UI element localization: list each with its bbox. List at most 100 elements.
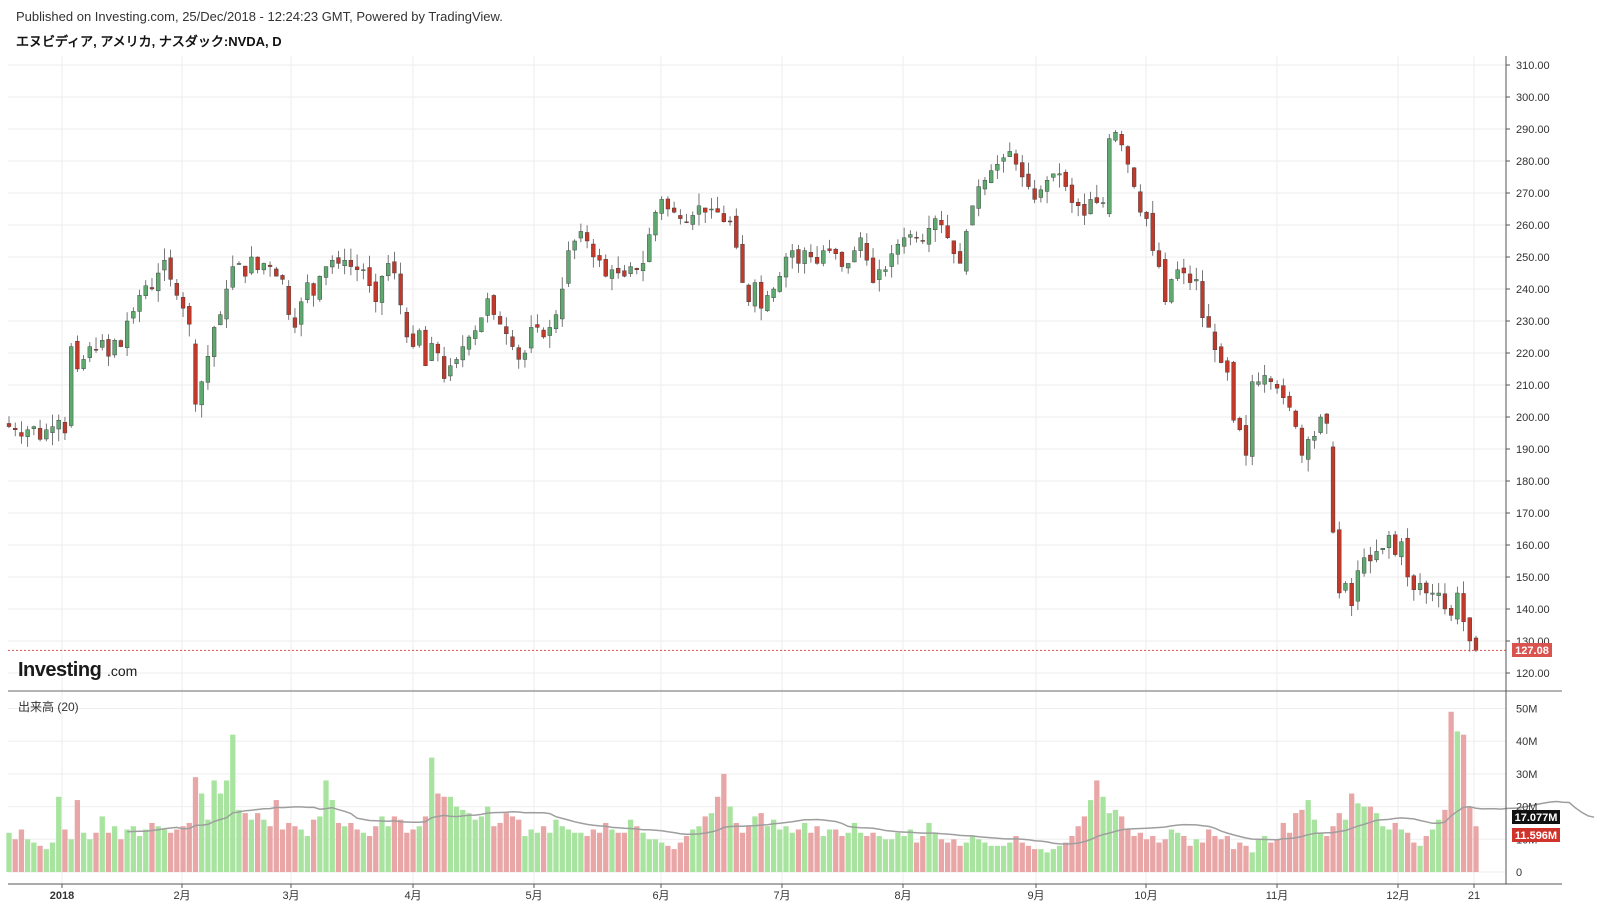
candle [858, 232, 863, 258]
volume-bar [217, 793, 223, 872]
volume-bar [1349, 793, 1355, 872]
volume-bar [242, 813, 248, 872]
candle [37, 419, 43, 442]
candle [908, 230, 913, 246]
candle [435, 341, 441, 362]
volume-bar [603, 822, 609, 872]
candle-body [479, 317, 484, 332]
candle-body [404, 311, 409, 338]
volume-bar [199, 793, 205, 872]
candle-body [964, 231, 969, 272]
candle [249, 246, 254, 275]
price-tick-label: 260.00 [1516, 220, 1550, 232]
candle [628, 262, 633, 277]
candle [1044, 176, 1050, 204]
candle [802, 247, 807, 274]
candle [709, 198, 714, 219]
candle-body [945, 225, 950, 239]
candle [578, 223, 584, 243]
candle-body [1337, 529, 1342, 594]
volume-bar [609, 829, 615, 872]
volume-bar [1324, 836, 1330, 872]
volume-bar [851, 822, 858, 872]
volume-bar [348, 822, 354, 872]
candle-body [1256, 381, 1261, 385]
candle [448, 358, 453, 382]
candle-body [1455, 592, 1460, 620]
date-tick-label: 2月 [173, 890, 190, 902]
volume-bar [1106, 813, 1112, 872]
candle [330, 255, 335, 274]
candle-body [1094, 197, 1099, 203]
candle [777, 272, 782, 293]
date-tick-label: 2018 [50, 890, 74, 902]
volume-bar [1125, 829, 1131, 872]
candle-body [87, 346, 92, 358]
volume-bar [149, 822, 155, 872]
volume-bar [397, 819, 404, 872]
volume-bar [1019, 842, 1025, 872]
candle [1144, 211, 1149, 227]
volume-bar [1361, 806, 1367, 872]
candle-body [1318, 416, 1323, 433]
price-tick-label: 140.00 [1516, 604, 1550, 616]
volume-bar [99, 816, 105, 872]
candle-body [392, 261, 397, 274]
volume-bar [920, 836, 926, 872]
volume-bar [808, 832, 814, 872]
price-tick-label: 250.00 [1516, 252, 1550, 264]
candle-body [497, 316, 503, 325]
candle-body [330, 260, 335, 268]
candle [13, 422, 18, 437]
volume-bar [435, 793, 441, 872]
volume-bar [1050, 849, 1056, 872]
candle-body [1013, 153, 1019, 165]
candle-body [696, 205, 702, 215]
candle-body [821, 250, 826, 264]
volume-bar [547, 832, 553, 872]
candle-body [833, 248, 838, 254]
candle-body [765, 295, 770, 312]
candle [44, 423, 49, 442]
volume-bar [1150, 836, 1156, 872]
candle [609, 264, 615, 291]
volume-bar [578, 832, 584, 872]
candle [1386, 531, 1392, 559]
candle [1436, 583, 1441, 608]
volume-bar [770, 819, 777, 872]
candle-body [261, 263, 266, 271]
candle-body [727, 220, 733, 223]
candle [597, 248, 602, 267]
volume-bar [814, 826, 820, 872]
volume-bar [1436, 819, 1442, 872]
volume-bar [889, 839, 895, 872]
candle-body [485, 298, 490, 316]
candle [771, 287, 776, 302]
candle [995, 155, 1000, 180]
candle [970, 205, 975, 226]
candle-body [908, 234, 913, 238]
volume-bar [205, 819, 211, 872]
volume-bar [1063, 842, 1069, 872]
candle [734, 208, 739, 250]
candle-body [1361, 557, 1367, 574]
volume-bar [93, 832, 99, 872]
candle-body [584, 232, 590, 242]
volume-bars [6, 711, 1479, 872]
volume-bar [1429, 829, 1436, 872]
candle-body [1473, 637, 1479, 651]
candle [976, 179, 981, 217]
price-tick-label: 190.00 [1516, 444, 1550, 456]
candle-body [429, 343, 434, 361]
candle [1306, 436, 1311, 472]
candle [1467, 617, 1472, 652]
candle [1200, 270, 1205, 328]
candle [25, 426, 30, 447]
volume-bar [1473, 826, 1479, 872]
candle-body [1355, 570, 1361, 602]
volume-bar [1255, 839, 1262, 872]
candle-body [93, 349, 99, 351]
candle [566, 241, 571, 287]
candle [634, 267, 639, 275]
volume-bar [559, 826, 565, 872]
